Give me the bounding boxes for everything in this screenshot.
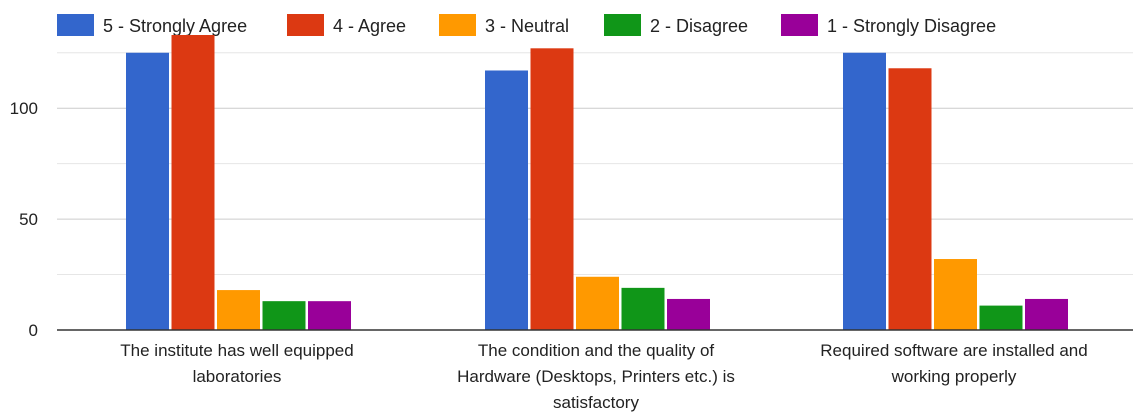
legend-label: 5 - Strongly Agree <box>103 16 247 36</box>
x-tick-label: The condition and the quality of <box>478 341 715 360</box>
bar <box>1025 298 1068 330</box>
bar <box>530 48 574 331</box>
y-tick-label: 100 <box>10 99 38 118</box>
legend-swatch <box>287 14 324 36</box>
gridlines <box>57 52 1133 276</box>
y-tick-label: 0 <box>29 321 38 340</box>
legend-item: 4 - Agree <box>287 14 406 36</box>
bar <box>126 52 169 331</box>
legend-item: 1 - Strongly Disagree <box>781 14 996 36</box>
x-tick-label: working properly <box>891 367 1017 386</box>
legend-swatch <box>57 14 94 36</box>
bar <box>171 35 215 330</box>
bar <box>843 52 886 331</box>
legend-item: 2 - Disagree <box>604 14 748 36</box>
legend-swatch <box>604 14 641 36</box>
bars <box>126 35 1068 331</box>
bar <box>621 287 665 330</box>
bar <box>667 298 710 330</box>
y-tick-label: 50 <box>19 210 38 229</box>
bar <box>979 305 1023 330</box>
x-tick-label: Required software are installed and <box>820 341 1087 360</box>
legend-swatch <box>781 14 818 36</box>
legend-item: 3 - Neutral <box>439 14 569 36</box>
legend-label: 2 - Disagree <box>650 16 748 36</box>
bar <box>262 301 306 330</box>
legend-label: 3 - Neutral <box>485 16 569 36</box>
legend-label: 4 - Agree <box>333 16 406 36</box>
legend-item: 5 - Strongly Agree <box>57 14 247 36</box>
bar <box>485 70 528 331</box>
legend: 5 - Strongly Agree 4 - Agree 3 - Neutral 2 … <box>57 14 996 36</box>
x-tick-label: satisfactory <box>553 393 639 412</box>
bar <box>576 276 619 330</box>
bar <box>934 259 977 330</box>
bar <box>217 290 260 330</box>
x-tick-label: The institute has well equipped <box>120 341 353 360</box>
x-tick-label: Hardware (Desktops, Printers etc.) is <box>457 367 735 386</box>
x-tick-label: laboratories <box>193 367 282 386</box>
y-axis: 0 50 100 <box>10 99 38 340</box>
bar <box>888 68 932 330</box>
legend-swatch <box>439 14 476 36</box>
bar <box>308 301 351 330</box>
x-axis: The institute has well equipped laborator… <box>120 341 1087 412</box>
legend-label: 1 - Strongly Disagree <box>827 16 996 36</box>
